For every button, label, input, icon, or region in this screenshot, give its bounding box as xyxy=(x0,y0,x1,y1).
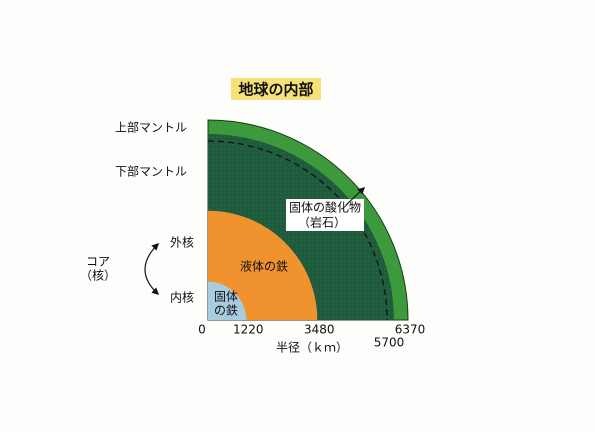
title-highlight xyxy=(231,78,321,100)
solid-iron-label: 固体 xyxy=(214,290,238,304)
tick-label: 6370 xyxy=(395,323,426,337)
outer-core-label: 外核 xyxy=(170,236,194,250)
title: 地球の内部 xyxy=(238,81,313,99)
solid-iron-label: の鉄 xyxy=(214,303,238,318)
upper-mantle-label: 上部マントル xyxy=(115,120,187,135)
liquid-iron-label: 液体の鉄 xyxy=(240,259,288,274)
pointer-arrow xyxy=(345,187,366,206)
boundary-5700 xyxy=(207,140,388,321)
label-box xyxy=(286,199,364,231)
tick-label: 1220 xyxy=(233,323,264,337)
axis-label: 半径（ｋｍ） xyxy=(276,341,348,355)
core-label: （核） xyxy=(80,269,116,283)
outer-core xyxy=(208,210,318,320)
tick-label: 5700 xyxy=(374,336,405,350)
tick-label: 3480 xyxy=(304,323,335,337)
solid-oxide-label: （岩石） xyxy=(298,215,346,230)
tick-label: 0 xyxy=(198,323,206,337)
core-label: コア xyxy=(86,255,110,269)
core-arrow xyxy=(144,242,160,295)
lower-mantle-label: 下部マントル xyxy=(115,164,187,179)
inner-core-label: 内核 xyxy=(170,291,194,305)
solid-oxide-label: 固体の酸化物 xyxy=(289,200,361,215)
inner-core xyxy=(208,281,247,320)
